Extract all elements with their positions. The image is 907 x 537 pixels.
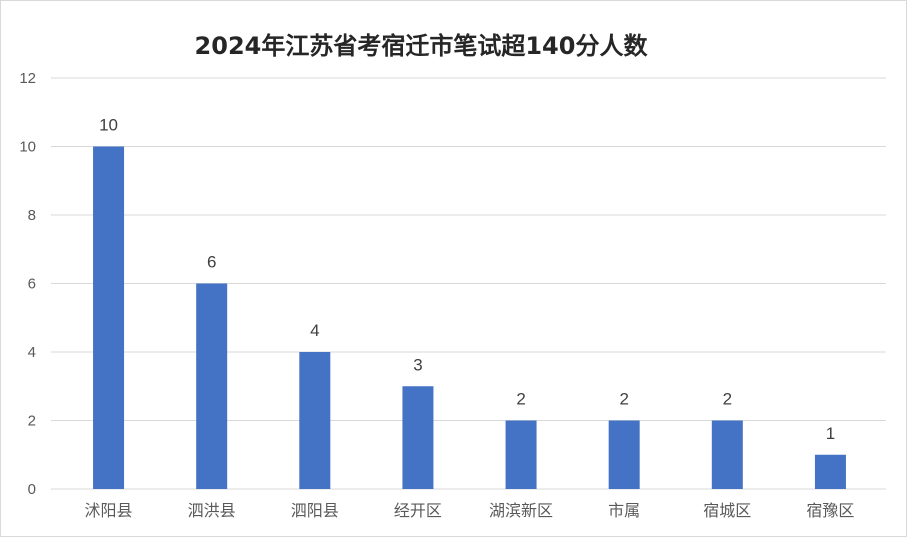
data-label: 3 [413, 355, 422, 374]
y-tick-label: 10 [19, 139, 36, 156]
y-tick-label: 0 [28, 481, 36, 498]
gridlines [51, 77, 886, 490]
y-tick-label: 8 [28, 207, 36, 224]
data-label: 1 [826, 424, 835, 443]
x-tick-label: 宿豫区 [806, 501, 854, 520]
bar [196, 283, 228, 489]
bar [505, 420, 537, 489]
y-tick-label: 6 [28, 276, 36, 293]
bar [93, 146, 125, 489]
chart-title: 2024年江苏省考宿迁市笔试超140分人数 [195, 32, 649, 60]
x-tick-label: 湖滨新区 [489, 501, 553, 520]
x-tick-label: 泗阳县 [291, 501, 339, 520]
data-labels: 10 6 4 3 2 2 2 1 [99, 116, 835, 443]
data-label: 2 [516, 390, 525, 409]
data-label: 2 [619, 390, 628, 409]
x-tick-label: 市属 [608, 501, 640, 520]
y-axis: 0 2 4 6 8 10 12 [19, 70, 36, 498]
bar [814, 454, 846, 489]
data-label: 4 [310, 321, 319, 340]
x-tick-label: 经开区 [394, 501, 442, 520]
x-axis: 沭阳县 泗洪县 泗阳县 经开区 湖滨新区 市属 宿城区 宿豫区 [85, 501, 855, 520]
bar [711, 420, 743, 489]
bar [299, 352, 331, 489]
y-tick-label: 2 [28, 413, 36, 430]
x-tick-label: 泗洪县 [188, 501, 236, 520]
data-label: 10 [99, 116, 118, 135]
y-tick-label: 4 [28, 344, 36, 361]
bar [402, 386, 434, 489]
x-tick-label: 沭阳县 [85, 501, 133, 520]
y-tick-label: 12 [19, 70, 36, 87]
data-label: 6 [207, 253, 216, 272]
bars [93, 146, 846, 489]
x-tick-label: 宿城区 [703, 501, 751, 520]
bar [608, 420, 640, 489]
data-label: 2 [723, 390, 732, 409]
